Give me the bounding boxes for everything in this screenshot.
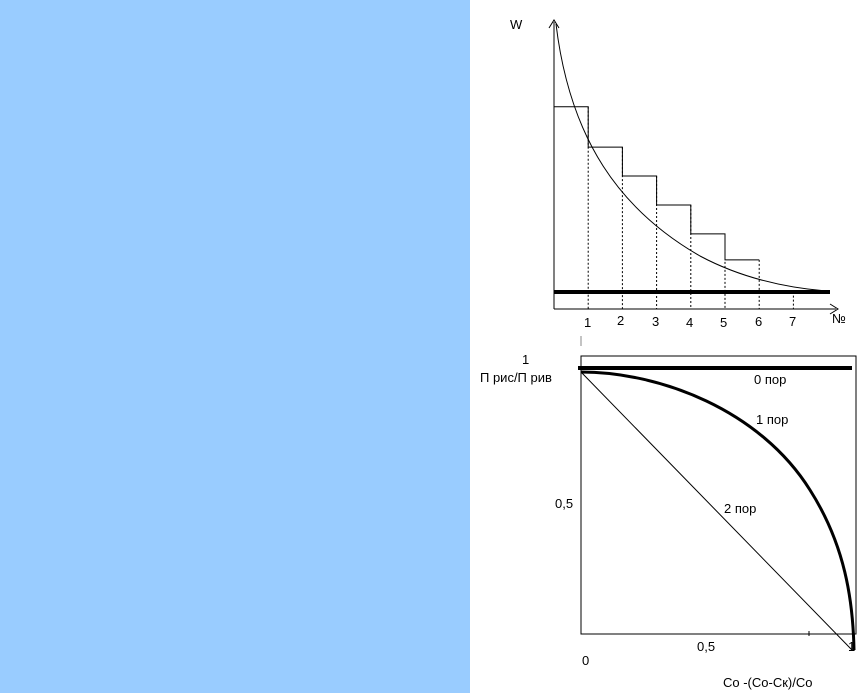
bottom-x-tick-half: 0,5 — [697, 639, 715, 654]
top-tick-5: 5 — [720, 315, 727, 330]
series-1-por-label: 1 пор — [756, 412, 788, 427]
series-1-por-curve — [580, 370, 856, 651]
bottom-x-tick-1: 1 — [848, 639, 855, 654]
series-2-por-label: 2 пор — [724, 501, 756, 516]
top-chart: W № 1 2 3 4 5 6 7 — [510, 17, 846, 330]
bottom-frame — [580, 355, 857, 635]
decay-curve — [555, 23, 827, 292]
top-tick-7: 7 — [789, 314, 796, 329]
bottom-chart: 0 пор 1 пор 2 пор 1 П рис/П рив 0,5 0,5 … — [480, 352, 857, 690]
bottom-y-label: П рис/П рив — [480, 370, 552, 385]
top-tick-6: 6 — [755, 314, 762, 329]
top-tick-4: 4 — [686, 315, 693, 330]
dotted-lines — [587, 106, 794, 309]
top-tick-3: 3 — [652, 314, 659, 329]
left-color-panel — [0, 0, 470, 693]
bottom-y-tick-half: 0,5 — [555, 496, 573, 511]
series-0-por-label: 0 пор — [754, 372, 786, 387]
bottom-origin-label: 0 — [582, 653, 589, 668]
top-x-label: № — [832, 311, 846, 326]
top-tick-2: 2 — [617, 313, 624, 328]
top-x-axis-arrow — [829, 303, 839, 315]
top-y-label: W — [510, 17, 523, 32]
top-y-axis-arrow — [548, 19, 560, 29]
top-tick-1: 1 — [584, 315, 591, 330]
bottom-x-label: Со -(Со-Ск)/Со — [723, 675, 812, 690]
bottom-y-tick-1: 1 — [522, 352, 529, 367]
series-2-por-line — [580, 371, 853, 651]
